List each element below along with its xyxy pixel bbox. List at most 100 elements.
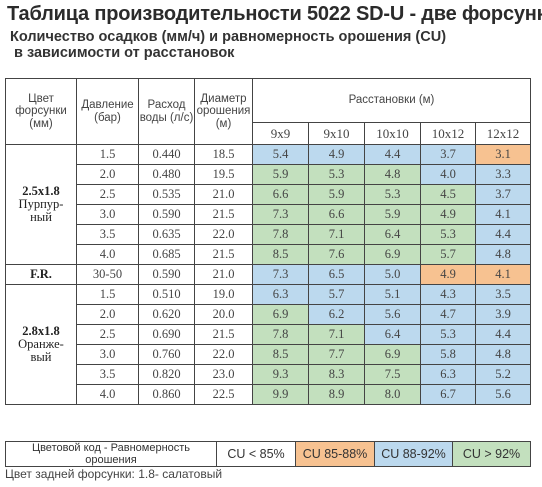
precip-value-cell: 6.9 [252,304,309,325]
precip-value-cell: 5.1 [364,284,421,305]
legend-item: CU 88-92% [374,441,453,467]
diameter-cell: 22.0 [194,224,253,245]
precip-value-cell: 9.9 [252,384,309,405]
header-spacings: Расстановки (м) [252,78,531,123]
diameter-cell: 22.0 [194,344,253,365]
precip-value-cell: 4.8 [475,244,531,265]
header-spacing-0: 9x9 [252,122,309,145]
precip-value-cell: 4.4 [475,224,531,245]
flow-cell: 0.690 [138,324,195,345]
precip-value-cell: 5.9 [364,204,421,225]
precip-value-cell: 9.3 [252,364,309,385]
header-nozzle-color: Цвет форсунки (мм) [5,78,77,145]
table-row: 2.5 0.535 21.0 6.6 5.9 5.3 4.5 3.7 [6,184,531,205]
precip-value-cell: 3.5 [475,284,531,305]
pressure-cell: 2.0 [76,304,139,325]
precip-value-cell: 7.7 [308,344,365,365]
pressure-cell: 3.0 [76,204,139,225]
flow-cell: 0.760 [138,344,195,365]
precip-value-cell: 7.1 [308,324,365,345]
pressure-cell: 2.5 [76,324,139,345]
flow-cell: 0.510 [138,284,195,305]
table-row: 4.0 0.860 22.5 9.9 8.9 8.0 6.7 5.6 [6,384,531,405]
precip-value-cell: 4.4 [364,144,421,165]
pressure-cell: 2.0 [76,164,139,185]
nozzle-size: F.R. [30,266,52,281]
diameter-cell: 21.5 [194,244,253,265]
flow-cell: 0.860 [138,384,195,405]
legend-item: CU > 92% [452,441,531,467]
precip-value-cell: 4.3 [420,284,476,305]
precip-value-cell: 6.6 [308,204,365,225]
precip-value-cell: 4.0 [420,164,476,185]
precip-value-cell: 4.1 [475,204,531,225]
precip-value-cell: 6.9 [364,344,421,365]
table-row: 3.5 0.635 22.0 7.8 7.1 6.4 5.3 4.4 [6,224,531,245]
precip-value-cell: 6.6 [252,184,309,205]
table-row: 3.0 0.760 22.0 8.5 7.7 6.9 5.8 4.8 [6,344,531,365]
precip-value-cell: 5.3 [420,324,476,345]
precip-value-cell: 8.9 [308,384,365,405]
nozzle-size: 2.5x1.8 [22,183,60,198]
nozzle-color-name: Пурпур-ный [18,196,64,225]
header-spacing-3: 10x12 [420,122,476,145]
precip-value-cell: 7.1 [308,224,365,245]
flow-cell: 0.820 [138,364,195,385]
precip-value-cell: 5.0 [364,264,421,285]
pressure-cell: 3.5 [76,364,139,385]
precip-value-cell: 6.3 [252,284,309,305]
table-row: 2.5x1.8 Пурпур-ный 1.5 0.440 18.5 5.4 4.9 4.4 3.… [5,144,531,265]
header-spacing-2: 10x10 [364,122,421,145]
table-row: 2.0 0.480 19.5 5.9 5.3 4.8 4.0 3.3 [6,164,531,185]
precip-value-cell: 4.9 [420,264,476,285]
pressure-cell: 4.0 [76,384,139,405]
header-spacing-4: 12x12 [475,122,531,145]
precip-value-cell: 6.9 [364,244,421,265]
nozzle-cell: 2.5x1.8 Пурпур-ный [5,144,77,265]
legend-item: CU < 85% [216,441,296,467]
diameter-cell: 22.5 [194,384,253,405]
flow-cell: 0.480 [138,164,195,185]
precip-value-cell: 5.4 [252,144,309,165]
subtitle-line-1: Количество осадков (мм/ч) и равномерност… [10,29,447,45]
flow-cell: 0.685 [138,244,195,265]
header-flow: Расход воды (л/с) [138,78,195,145]
table-row: 3.5 0.820 23.0 9.3 8.3 7.5 6.3 5.2 [6,364,531,385]
precip-value-cell: 8.3 [308,364,365,385]
precip-value-cell: 6.3 [420,364,476,385]
nozzle-cell: 2.8x1.8 Оранже-вый [5,284,77,405]
header-diameter: Диаметр орошения (м) [194,78,253,145]
table-row: 3.0 0.590 21.5 7.3 6.6 5.9 4.9 4.1 [6,204,531,225]
flow-cell: 0.590 [138,204,195,225]
precip-value-cell: 6.2 [308,304,365,325]
precip-value-cell: 4.5 [420,184,476,205]
legend-table: Цветовой код - Равномерность орошения CU… [5,441,531,467]
table-row: 2.5 0.690 21.5 7.8 7.1 6.4 5.3 4.4 [6,324,531,345]
diameter-cell: 18.5 [194,144,253,165]
pressure-cell: 2.5 [76,184,139,205]
flow-cell: 0.535 [138,184,195,205]
header-spacing-1: 9x10 [308,122,365,145]
diameter-cell: 21.0 [194,184,253,205]
precip-value-cell: 8.5 [252,244,309,265]
legend-item: CU 85-88% [295,441,375,467]
diameter-cell: 23.0 [194,364,253,385]
subtitle-line-2: в зависимости от расстановок [14,45,235,61]
pressure-cell: 3.0 [76,344,139,365]
precip-value-cell: 5.6 [364,304,421,325]
pressure-cell: 1.5 [76,284,139,305]
precip-value-cell: 4.8 [475,344,531,365]
precip-value-cell: 4.9 [308,144,365,165]
table-row: 2.0 0.620 20.0 6.9 6.2 5.6 4.7 3.9 [6,304,531,325]
table-row: F.R. 30-50 0.590 21.0 7.3 6.5 5.0 4.9 4.1 [5,264,531,285]
precip-value-cell: 5.3 [364,184,421,205]
precip-value-cell: 3.9 [475,304,531,325]
precip-value-cell: 7.8 [252,224,309,245]
pressure-cell: 30-50 [76,264,139,285]
flow-cell: 0.440 [138,144,195,165]
precip-value-cell: 6.4 [364,224,421,245]
flow-cell: 0.635 [138,224,195,245]
nozzle-cell: F.R. [5,264,77,285]
diameter-cell: 20.0 [194,304,253,325]
